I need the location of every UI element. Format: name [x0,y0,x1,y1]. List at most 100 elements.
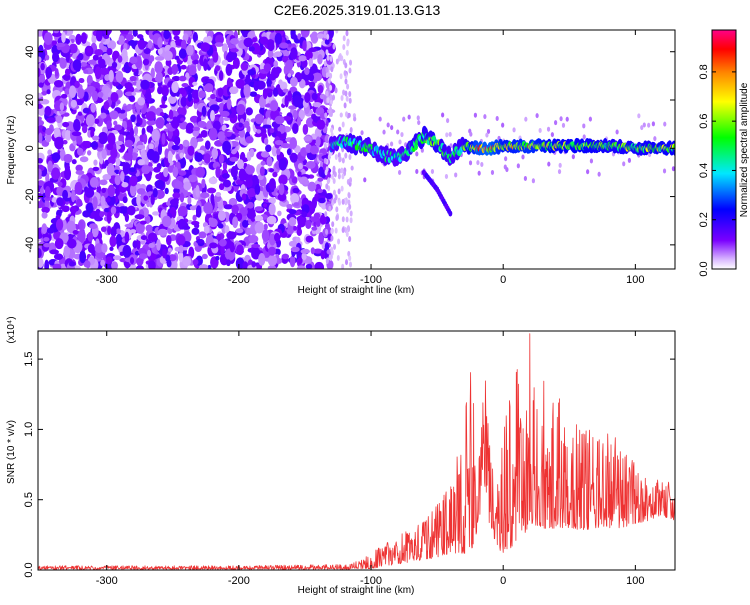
spectrogram-noise-cell [181,225,191,230]
spectrogram-noise-cell [292,122,299,134]
spectrogram-noise-cell [193,59,199,65]
spectrogram-noise-cell [76,198,83,208]
spectrogram-noise-cell [538,127,542,133]
spectrogram-noise-cell [302,39,307,52]
spectrogram-noise-cell [398,139,402,145]
spectrogram-signal-cell [446,145,452,156]
spectrogram-noise-cell [318,197,326,204]
spectrogram-noise-cell [87,59,96,65]
spectrogram-noise-cell [71,131,82,137]
spectrogram-y-tick-label: 0 [24,145,36,151]
spectrogram-noise-cell [169,258,178,269]
spectrogram-noise-cell [174,180,183,190]
spectrogram-noise-cell [317,188,323,194]
spectrogram-noise-cell [204,83,214,93]
spectrogram-noise-cell [235,78,245,89]
spectrogram-noise-cell [278,174,288,186]
spectrogram-noise-cell [110,206,117,215]
spectrogram-noise-cell [124,91,134,97]
spectrogram-noise-cell [615,129,619,135]
spectrogram-noise-cell [653,136,657,142]
spectrogram-noise-cell [215,191,222,197]
spectrogram-noise-cell [290,76,298,87]
spectrogram-noise-cell [345,231,349,238]
spectrogram-noise-cell [330,246,334,253]
spectrogram-noise-cell [346,225,350,232]
spectrogram-noise-cell [263,63,272,73]
spectrogram-x-tick-label: -100 [360,274,382,286]
spectrogram-noise-cell [221,59,229,66]
spectrogram-noise-cell [73,118,81,132]
spectrogram-noise-cell [340,167,344,174]
spectrogram-noise-cell [199,264,209,269]
spectrogram-noise-cell [183,181,192,191]
spectrogram-noise-cell [156,238,161,251]
spectrogram-noise-cell [101,163,107,169]
spectrogram-noise-cell [221,43,229,54]
spectrogram-noise-cell [346,206,350,213]
spectrogram-noise-cell [110,91,119,103]
spectrogram-noise-cell [110,226,117,238]
spectrogram-noise-cell [378,116,382,122]
spectrogram-noise-cell [333,243,337,250]
spectrogram-noise-cell [178,143,184,151]
spectrogram-noise-cell [333,197,337,204]
spectrogram-noise-cell [338,126,342,132]
spectrogram-noise-cell [78,78,85,84]
spectrogram-noise-cell [172,192,181,199]
spectrogram-noise-cell [135,265,145,269]
spectrogram-noise-cell [178,75,187,82]
spectrogram-noise-cell [107,225,112,235]
spectrogram-noise-cell [268,73,276,81]
spectrogram-noise-cell [176,106,187,117]
spectrogram-noise-cell [192,214,197,222]
spectrogram-noise-cell [95,30,103,42]
spectrogram-noise-cell [346,40,350,47]
spectrogram-noise-cell [312,101,322,108]
spectrogram-noise-cell [417,120,421,126]
spectrogram-noise-cell [152,188,158,198]
spectrogram-noise-cell [154,61,163,74]
spectrogram-noise-cell [51,152,61,162]
spectrogram-noise-cell [325,90,329,97]
spectrogram-noise-cell [218,154,224,164]
spectrogram-noise-cell [102,174,112,181]
spectrogram-noise-cell [75,33,82,46]
spectrogram-noise-cell [588,116,592,122]
spectrogram-noise-cell [334,87,338,94]
spectrogram-noise-cell [242,261,248,269]
spectrogram-noise-cell [329,94,333,101]
spectrogram-noise-cell [178,170,187,176]
spectrogram-noise-cell [318,231,325,245]
spectrogram-noise-cell [200,42,210,52]
spectrogram-noise-cell [292,187,300,194]
spectrogram-noise-cell [233,176,238,181]
spectrogram-noise-cell [317,84,324,94]
spectrogram-noise-cell [339,73,343,80]
spectrogram-noise-cell [268,203,276,216]
spectrogram-noise-cell [301,252,307,261]
spectrogram-noise-cell [328,205,332,212]
spectrogram-noise-cell [249,148,255,158]
spectrogram-noise-cell [141,164,151,175]
spectrogram-noise-cell [278,158,288,171]
spectrogram-noise-cell [335,30,339,34]
spectrogram-noise-cell [38,248,42,258]
spectrogram-noise-cell [325,71,329,78]
spectrogram-noise-cell [38,201,44,209]
spectrogram-noise-cell [265,144,272,153]
spectrogram-noise-cell [201,178,206,189]
spectrogram-noise-cell [324,211,328,218]
spectrogram-noise-cell [311,92,318,101]
snr-series-line [38,333,675,570]
spectrogram-noise-cell [289,137,297,149]
spectrogram-noise-cell [288,209,297,215]
spectrogram-noise-cell [353,116,357,122]
spectrogram-noise-cell [69,205,77,214]
spectrogram-noise-cell [240,30,246,34]
spectrogram-noise-cell [136,188,146,195]
spectrogram-noise-cell [77,229,86,243]
spectrogram-noise-cell [44,259,50,269]
spectrogram-noise-cell [173,135,181,146]
